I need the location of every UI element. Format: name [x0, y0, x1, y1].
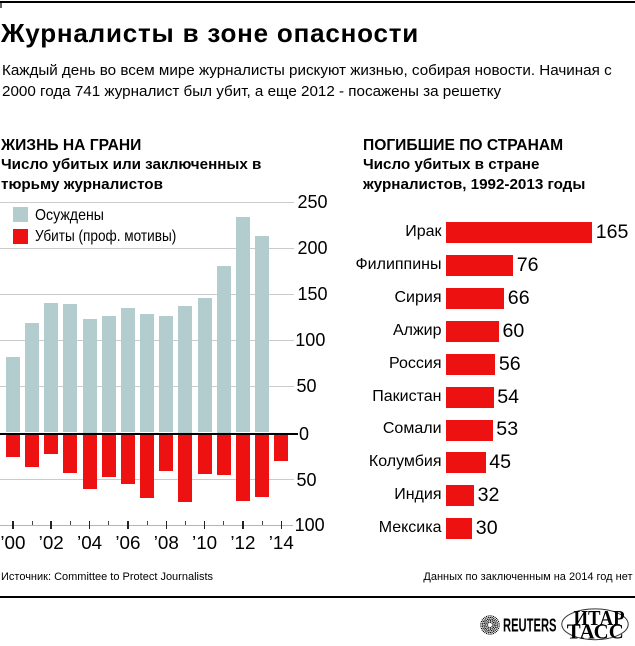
svg-text:ИТАР: ИТАР	[574, 608, 625, 630]
svg-text:ТАСС: ТАСС	[567, 619, 624, 641]
svg-text:REUTERS: REUTERS	[503, 616, 557, 636]
